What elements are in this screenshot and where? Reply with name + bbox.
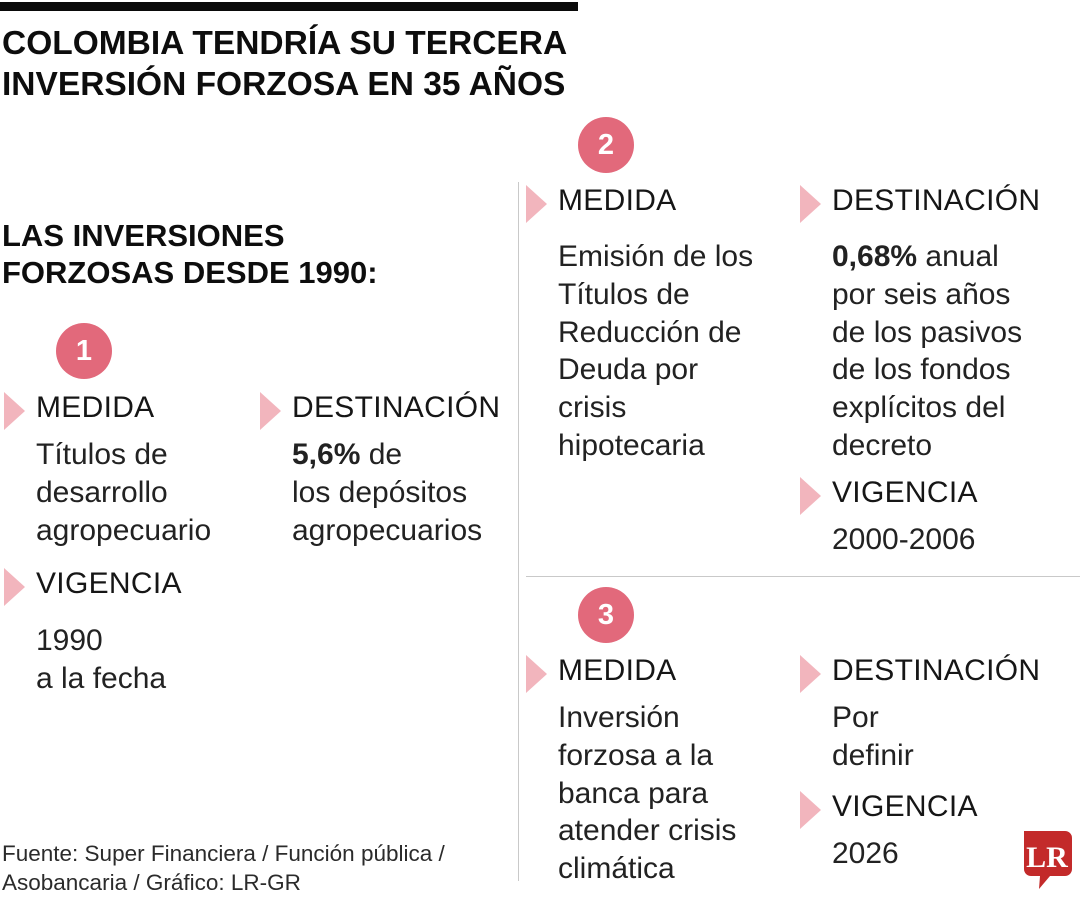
svg-text:LR: LR bbox=[1026, 841, 1068, 874]
